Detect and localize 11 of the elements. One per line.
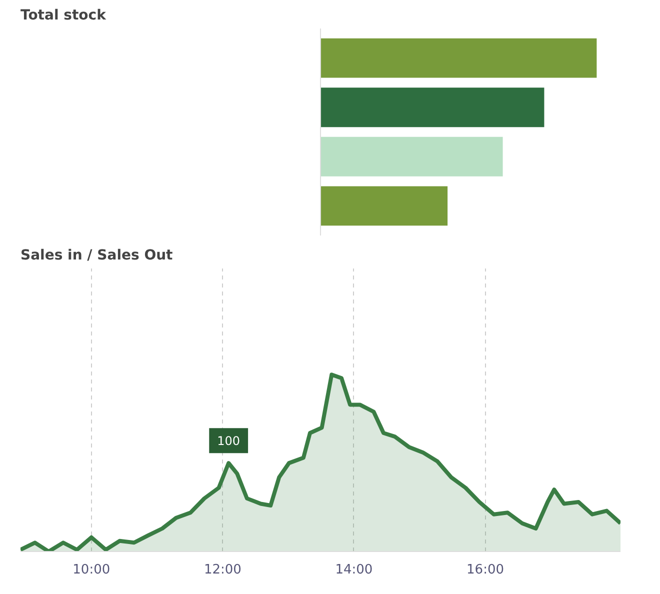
- bar: [320, 38, 597, 78]
- bar: [320, 186, 448, 226]
- text: Total stock: [20, 8, 107, 24]
- x-tick-label: 12:00: [204, 562, 242, 578]
- annotation: 100: [217, 434, 240, 448]
- x-tick-label: 10:00: [72, 562, 110, 578]
- x-tick-label: 16:00: [466, 562, 504, 578]
- bar: [320, 136, 503, 176]
- chart-title: Sales in / Sales Out: [20, 248, 174, 264]
- bar: [320, 88, 544, 128]
- x-tick-label: 14:00: [335, 562, 373, 578]
